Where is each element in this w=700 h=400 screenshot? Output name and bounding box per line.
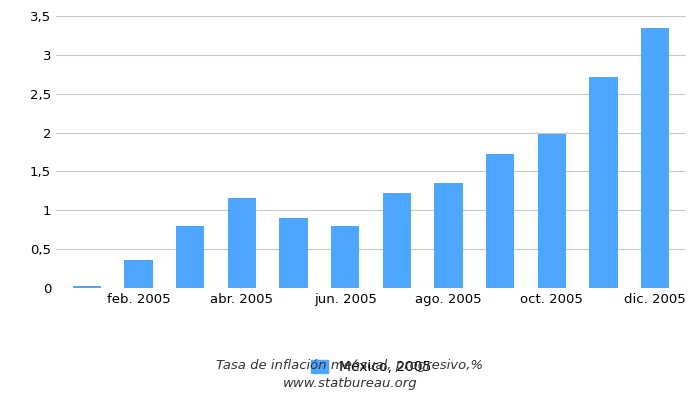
Bar (73, 286, 102, 288)
Bar (589, 77, 617, 288)
Bar (228, 198, 256, 288)
Bar (279, 218, 308, 288)
Bar (640, 28, 669, 288)
Legend: México, 2005: México, 2005 (305, 355, 437, 380)
Bar (331, 226, 359, 288)
Text: www.statbureau.org: www.statbureau.org (283, 378, 417, 390)
Bar (486, 154, 514, 288)
Bar (125, 260, 153, 288)
Bar (176, 226, 204, 288)
Bar (538, 134, 566, 288)
Bar (383, 193, 411, 288)
Bar (434, 183, 463, 288)
Text: Tasa de inflación mensual, progresivo,%: Tasa de inflación mensual, progresivo,% (216, 360, 484, 372)
